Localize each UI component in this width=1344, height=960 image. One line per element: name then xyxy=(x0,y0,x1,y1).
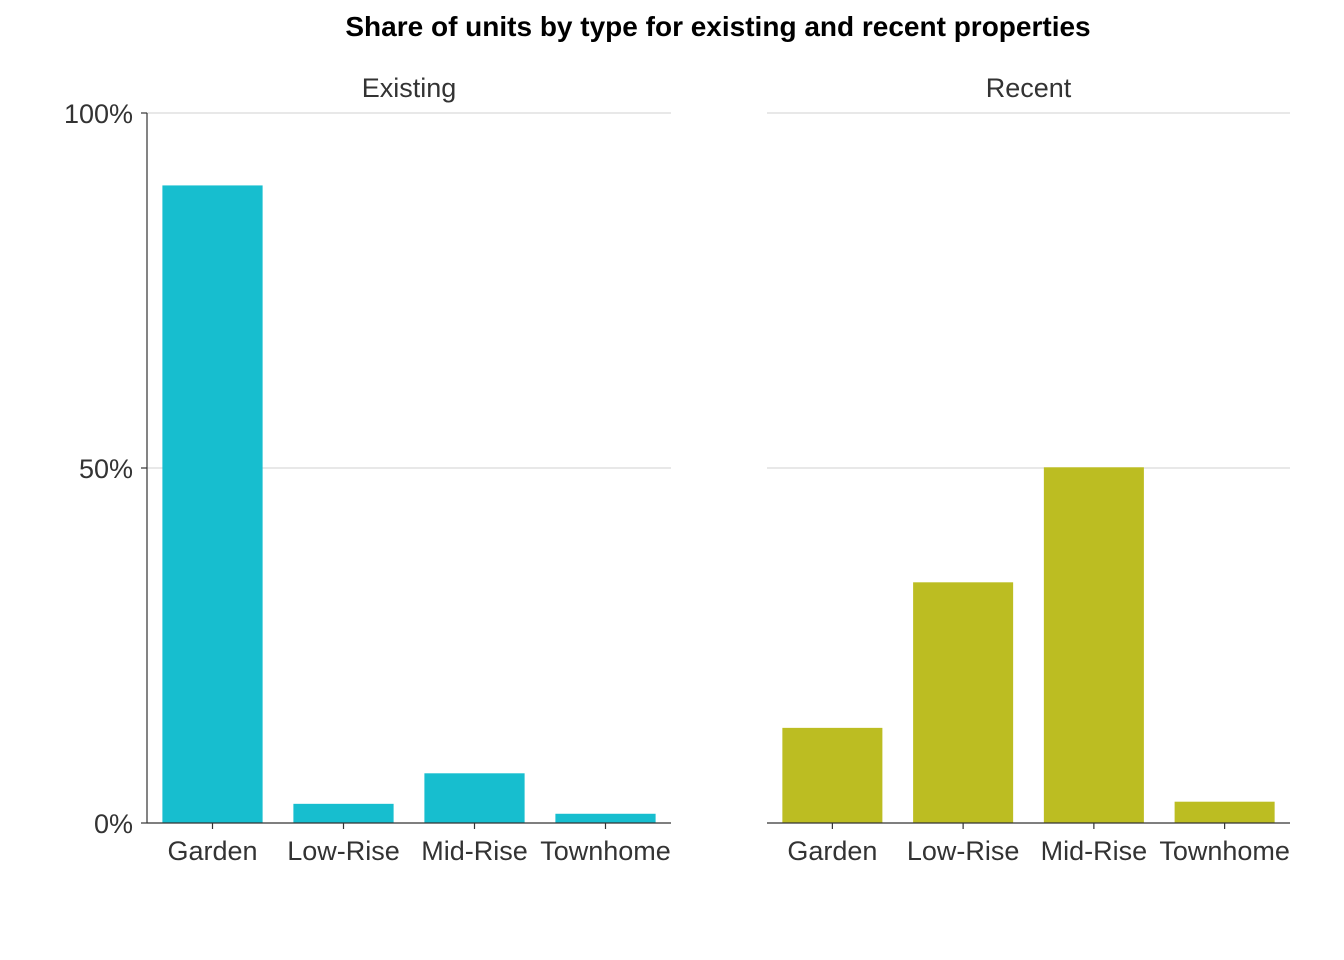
facet-label-existing: Existing xyxy=(362,73,457,103)
x-tick-label-existing-mid-rise: Mid-Rise xyxy=(421,836,528,866)
y-tick-label-50: 50% xyxy=(79,454,133,484)
bar-recent-mid-rise xyxy=(1043,467,1144,823)
x-tick-label-recent-garden: Garden xyxy=(787,836,877,866)
x-tick-label-existing-garden: Garden xyxy=(167,836,257,866)
x-tick-label-recent-low-rise: Low-Rise xyxy=(907,836,1020,866)
bar-existing-townhome xyxy=(555,813,656,823)
x-tick-label-existing-low-rise: Low-Rise xyxy=(287,836,400,866)
x-tick-label-existing-townhome: Townhome xyxy=(540,836,671,866)
bar-recent-low-rise xyxy=(913,582,1014,823)
bar-existing-mid-rise xyxy=(424,773,525,823)
x-tick-label-recent-townhome: Townhome xyxy=(1159,836,1290,866)
bar-recent-garden xyxy=(782,727,883,823)
bar-existing-garden xyxy=(162,185,263,824)
facet-panels: Existing 0% 50% 100% Garden Low-Rise Mid-Rise T… xyxy=(64,73,1290,866)
x-tick-label-recent-mid-rise: Mid-Rise xyxy=(1041,836,1148,866)
y-tick-label-0: 0% xyxy=(94,809,133,839)
y-tick-label-100: 100% xyxy=(64,99,133,129)
chart-title: Share of units by type for existing and … xyxy=(345,11,1090,42)
bar-existing-low-rise xyxy=(293,803,394,823)
facet-label-recent: Recent xyxy=(986,73,1072,103)
panel-existing: Existing 0% 50% 100% Garden Low-Rise Mid-Rise T… xyxy=(64,73,671,866)
bar-recent-townhome xyxy=(1174,801,1275,823)
panel-recent: Recent Garden Low-Rise Mid-Rise Townhome xyxy=(767,73,1290,866)
